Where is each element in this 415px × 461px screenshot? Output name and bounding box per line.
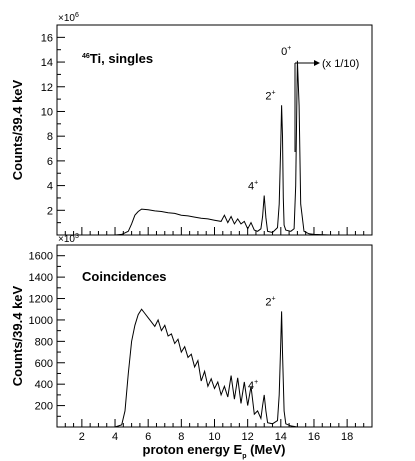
series-line-singles: [114, 60, 372, 236]
y-tick-label: 10: [41, 106, 53, 118]
x-tick-label: 18: [341, 431, 353, 443]
y-tick-label: 4: [47, 181, 53, 193]
peak-labels: 4+ 2+ 0+: [248, 45, 291, 193]
y-tick-label: 400: [35, 379, 53, 391]
y-tick-label: 1600: [29, 251, 53, 263]
y-multiplier: ×106: [58, 12, 79, 24]
x-tick-label: 2: [79, 431, 85, 443]
scale-arrow: [294, 60, 320, 152]
peak-label: 2+: [265, 89, 275, 102]
panel-title: Coincidences: [82, 269, 167, 284]
x-tick-label: 10: [208, 431, 220, 443]
y-tick-label: 800: [35, 336, 53, 348]
y-tick-label: 16: [41, 32, 53, 44]
peak-label: 4+: [248, 179, 258, 192]
x-tick-label: 14: [275, 431, 287, 443]
panel-title: 46Ti, singles: [82, 51, 153, 66]
x-tick-label: 16: [308, 431, 320, 443]
y-tick-label: 14: [41, 57, 53, 69]
peak-label: 2+: [265, 295, 275, 308]
y-tick-label: 1200: [29, 294, 53, 306]
peak-labels: 4+ 2+: [248, 295, 276, 392]
x-axis-label: proton energy Ep (MeV): [143, 442, 286, 460]
x-tick-label: 8: [178, 431, 184, 443]
y-multiplier: ×103: [58, 233, 79, 245]
x-tick-label: 4: [112, 431, 118, 443]
y-tick-label: 1400: [29, 272, 53, 284]
y-ticks: 200 400 600 800 1000 1200 1400 1600: [29, 244, 65, 428]
y-tick-label: 2: [47, 205, 53, 217]
y-tick-label: 1000: [29, 315, 53, 327]
scale-note: (x 1/10): [322, 58, 359, 70]
peak-label: 4+: [248, 379, 258, 392]
x-ticks: 2 4 6 8 10 12 14 16 18: [64, 419, 365, 443]
x-tick-label: 6: [145, 431, 151, 443]
y-tick-label: 600: [35, 358, 53, 370]
peak-label: 0+: [281, 45, 291, 58]
series-line-coincidences: [114, 308, 372, 428]
y-tick-label: 6: [47, 156, 53, 168]
y-tick-label: 12: [41, 82, 53, 94]
y-tick-label: 8: [47, 131, 53, 143]
y-axis-label: Counts/39.4 keV: [10, 79, 25, 180]
y-ticks: 2 4 6 8 10 12 14 16: [41, 24, 65, 236]
y-axis-label: Counts/39.4 keV: [10, 285, 25, 386]
x-tick-label: 12: [242, 431, 254, 443]
top-panel-singles: 2 4 6 8 10 12 14 16 4+ 2+ 0+ ×106 46Ti, singles (…: [10, 12, 373, 236]
bottom-panel-coincidences: 200 400 600 800 1000 1200 1400 1600 2 4 6 8 10 12 14 1…: [10, 233, 373, 460]
x-ticks: [64, 227, 365, 235]
y-tick-label: 200: [35, 401, 53, 413]
